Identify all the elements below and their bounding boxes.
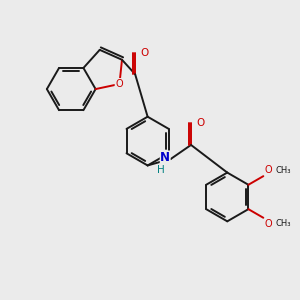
Text: H: H — [158, 165, 165, 175]
Text: O: O — [265, 165, 272, 175]
Text: CH₃: CH₃ — [276, 219, 291, 228]
Text: O: O — [116, 79, 123, 89]
Text: N: N — [160, 151, 170, 164]
Text: O: O — [196, 118, 204, 128]
Text: CH₃: CH₃ — [276, 166, 291, 175]
Text: O: O — [265, 219, 272, 229]
Text: O: O — [140, 47, 148, 58]
